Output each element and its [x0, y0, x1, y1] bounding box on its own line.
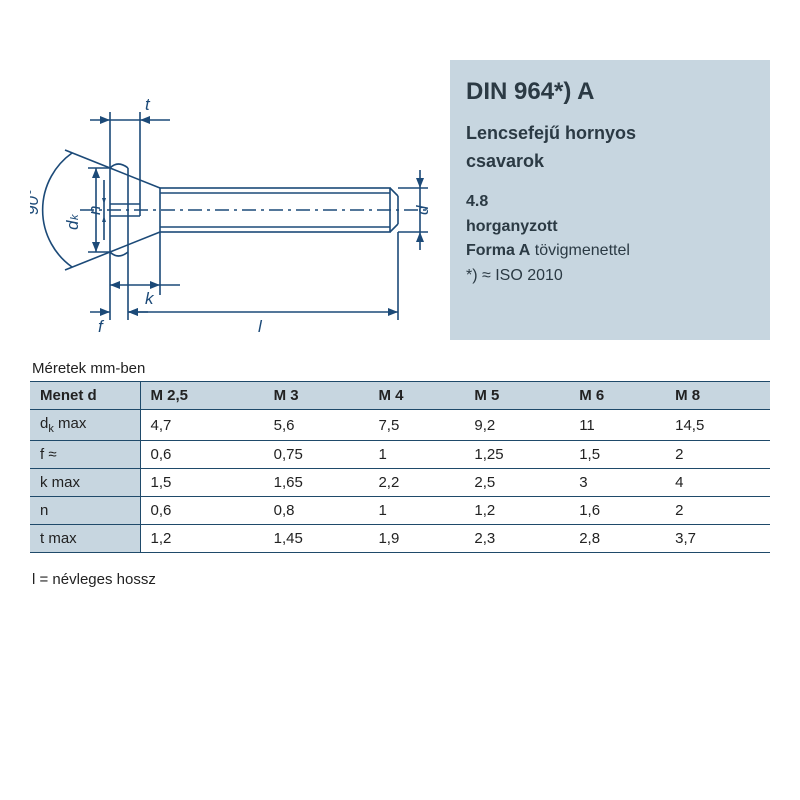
table-cell: 1,2: [464, 497, 569, 525]
table-cell: 0,8: [264, 497, 369, 525]
table-cell: 2,8: [569, 525, 665, 553]
label-n: n: [85, 206, 104, 215]
product-name: Lencsefejű hornyos csavarok: [466, 120, 754, 176]
table-cell: 2,3: [464, 525, 569, 553]
col-header-first: Menet d: [30, 382, 140, 410]
col-header: M 6: [569, 382, 665, 410]
table-cell: 11: [569, 410, 665, 441]
detail-grade: 4.8: [466, 193, 488, 210]
table-row: f ≈0,60,7511,251,52: [30, 441, 770, 469]
table-footnote: l = névleges hossz: [32, 571, 770, 588]
row-header: t max: [30, 525, 140, 553]
table-caption: Méretek mm-ben: [32, 360, 770, 377]
table-cell: 1,25: [464, 441, 569, 469]
standard-title: DIN 964*) A: [466, 78, 754, 106]
row-header: dk max: [30, 410, 140, 441]
table-cell: 1,65: [264, 469, 369, 497]
row-header: n: [30, 497, 140, 525]
table-cell: 1: [368, 441, 464, 469]
table-cell: 1,5: [140, 469, 264, 497]
row-header: k max: [30, 469, 140, 497]
table-cell: 0,75: [264, 441, 369, 469]
top-row: 90° d k n: [30, 60, 770, 340]
col-header: M 8: [665, 382, 770, 410]
label-f: f: [98, 317, 105, 336]
table-cell: 1,45: [264, 525, 369, 553]
label-k: k: [145, 289, 155, 308]
table-row: n0,60,811,21,62: [30, 497, 770, 525]
table-cell: 1,2: [140, 525, 264, 553]
detail-form-bold: Forma A: [466, 242, 530, 259]
table-cell: 4,7: [140, 410, 264, 441]
col-header: M 4: [368, 382, 464, 410]
detail-form-rest: tövigmenettel: [530, 242, 630, 259]
product-name-line2: csavarok: [466, 151, 544, 171]
table-cell: 1,6: [569, 497, 665, 525]
table-cell: 1,5: [569, 441, 665, 469]
table-row: k max1,51,652,22,534: [30, 469, 770, 497]
info-panel: DIN 964*) A Lencsefejű hornyos csavarok …: [450, 60, 770, 340]
row-header: f ≈: [30, 441, 140, 469]
table-cell: 3: [569, 469, 665, 497]
table-cell: 2: [665, 441, 770, 469]
table-row: dk max4,75,67,59,21114,5: [30, 410, 770, 441]
detail-iso: *) ≈ ISO 2010: [466, 267, 563, 284]
table-cell: 14,5: [665, 410, 770, 441]
col-header: M 2,5: [140, 382, 264, 410]
table-cell: 7,5: [368, 410, 464, 441]
table-cell: 2,2: [368, 469, 464, 497]
product-details: 4.8 horganyzott Forma A tövigmenettel *)…: [466, 190, 754, 289]
table-cell: 2: [665, 497, 770, 525]
table-cell: 2,5: [464, 469, 569, 497]
table-cell: 1: [368, 497, 464, 525]
screw-diagram-svg: 90° d k n: [30, 60, 450, 340]
label-dk: d: [63, 220, 82, 230]
col-header: M 3: [264, 382, 369, 410]
table-cell: 1,9: [368, 525, 464, 553]
label-t: t: [145, 95, 151, 114]
table-cell: 5,6: [264, 410, 369, 441]
label-d: d: [413, 205, 432, 215]
dimensions-table: Menet d M 2,5M 3M 4M 5M 6M 8 dk max4,75,…: [30, 381, 770, 553]
product-name-line1: Lencsefejű hornyos: [466, 123, 636, 143]
label-l: l: [258, 317, 263, 336]
table-cell: 9,2: [464, 410, 569, 441]
label-dk-sub: k: [69, 214, 81, 220]
table-cell: 0,6: [140, 441, 264, 469]
table-cell: 3,7: [665, 525, 770, 553]
label-angle: 90°: [30, 189, 42, 215]
table-cell: 4: [665, 469, 770, 497]
col-header: M 5: [464, 382, 569, 410]
table-cell: 0,6: [140, 497, 264, 525]
technical-drawing: 90° d k n: [30, 60, 450, 340]
detail-finish: horganyzott: [466, 218, 558, 235]
table-row: t max1,21,451,92,32,83,7: [30, 525, 770, 553]
